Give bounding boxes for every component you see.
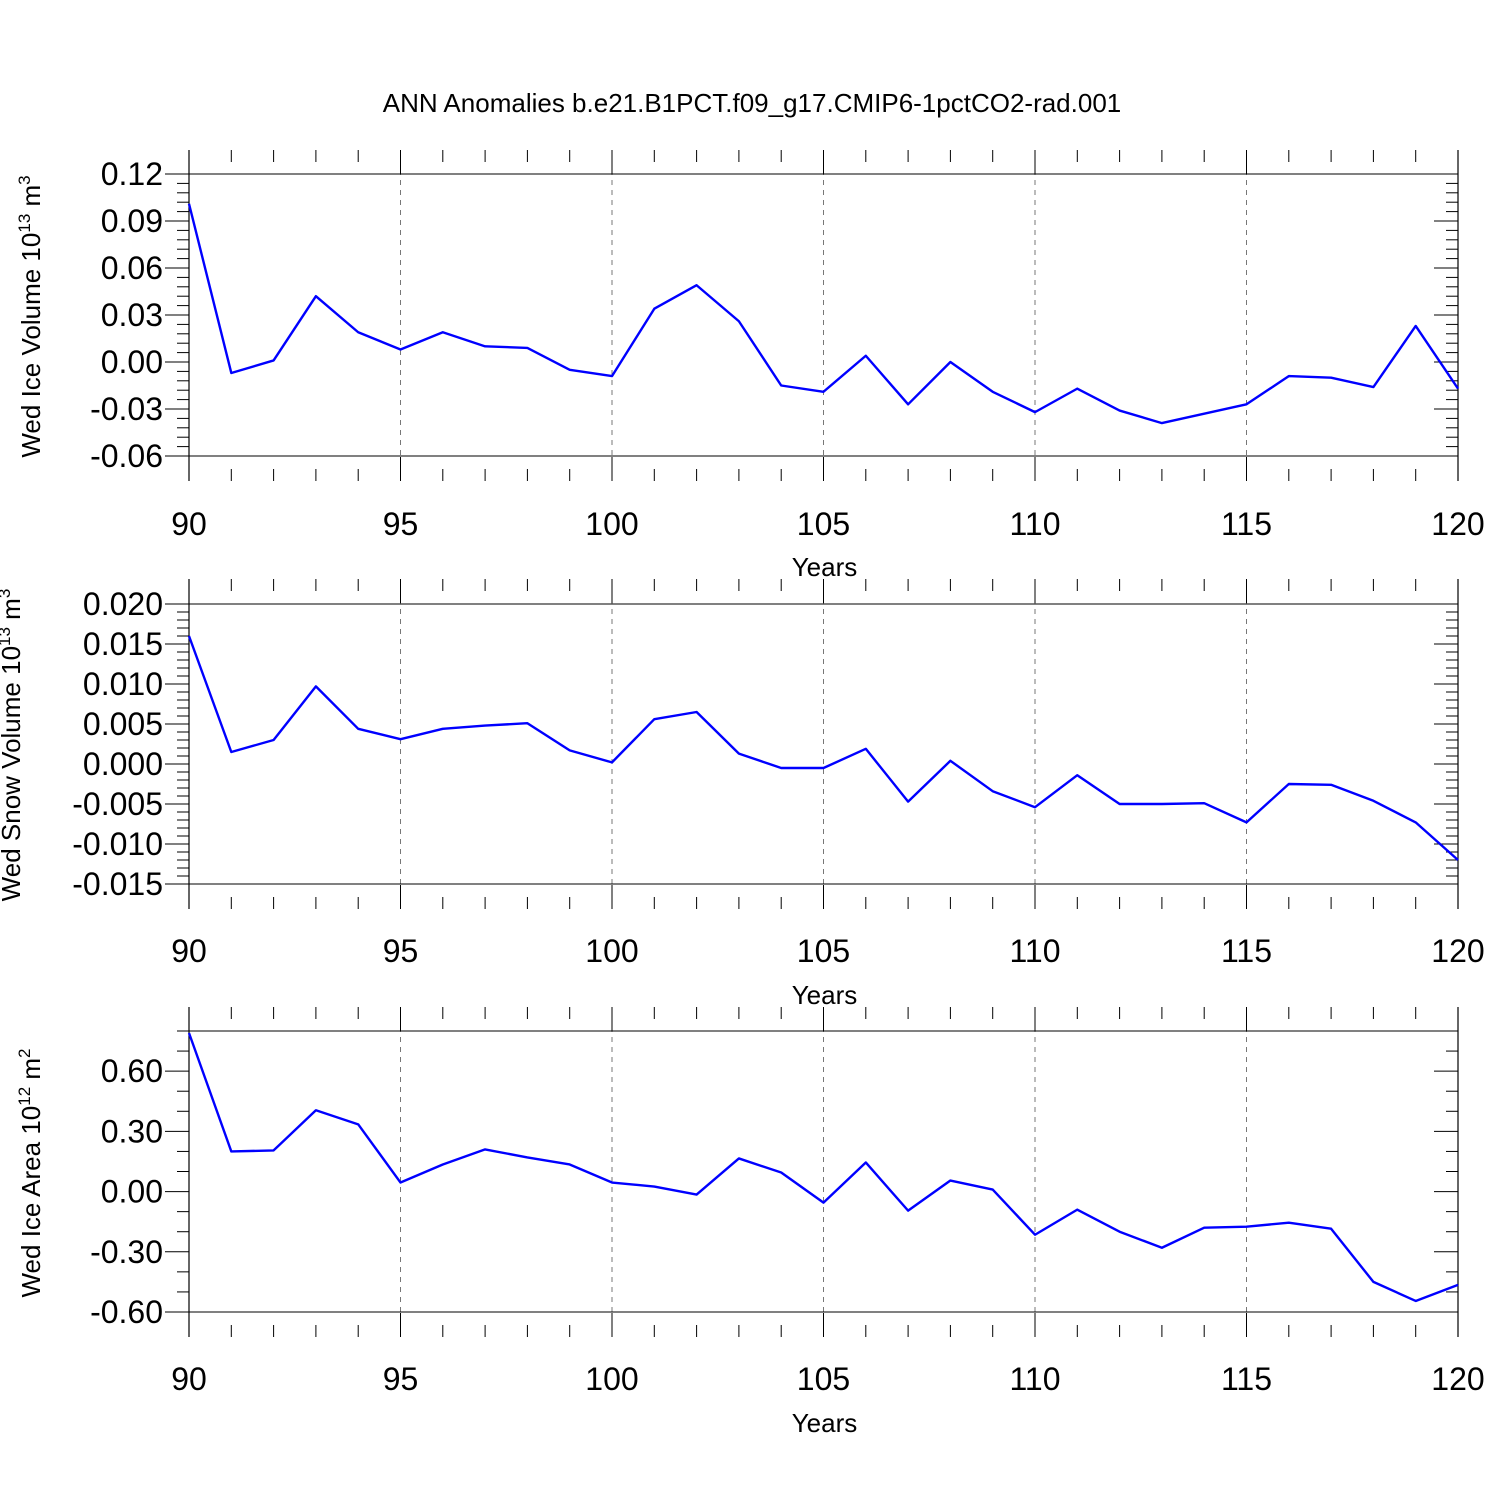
p2-ytick-label-4: 0.60 (101, 1053, 163, 1089)
p1-y-axis-label: Wed Snow Volume 1013 m3 (0, 589, 26, 902)
p1-ylabel-unit-exponent: 3 (0, 589, 14, 598)
p0-ytick-label-4: 0.06 (101, 250, 163, 286)
figure-title: ANN Anomalies b.e21.B1PCT.f09_g17.CMIP6-… (383, 88, 1122, 118)
p1-ytick-label-0: -0.015 (72, 866, 163, 902)
p2-ytick-label-2: 0.00 (101, 1174, 163, 1210)
p1-xtick-label-6: 120 (1431, 933, 1484, 969)
p0-ylabel-base: Wed Ice Volume 10 (16, 233, 46, 458)
p0-x-axis-label: Years (792, 552, 858, 582)
p2-x-axis-label: Years (792, 1408, 858, 1438)
p0-series-line-0 (187, 203, 1459, 425)
p0-ytick-label-0: -0.06 (90, 438, 163, 474)
p1-xtick-label-1: 95 (383, 933, 419, 969)
p2-xtick-label-5: 115 (1221, 1361, 1272, 1397)
p2-xtick-label-2: 100 (585, 1361, 638, 1397)
p1-ytick-label-3: 0.000 (83, 746, 163, 782)
p2-xtick-label-4: 110 (1009, 1361, 1060, 1397)
p1-ytick-label-5: 0.010 (83, 666, 163, 702)
p1-ylabel-unit: m (0, 598, 26, 627)
p2-ylabel-unit: m (16, 1058, 46, 1087)
p1-ytick-label-7: 0.020 (83, 586, 163, 622)
p1-ytick-label-2: -0.005 (72, 786, 163, 822)
p0-y-axis-label: Wed Ice Volume 1013 m3 (15, 175, 46, 457)
p0-xtick-label-6: 120 (1431, 506, 1484, 542)
p2-ylabel-unit-exponent: 2 (15, 1048, 34, 1057)
p1-xtick-label-0: 90 (171, 933, 207, 969)
p1-xtick-label-2: 100 (585, 933, 638, 969)
p2-ylabel-exponent: 12 (15, 1087, 34, 1106)
p1-ytick-label-6: 0.015 (83, 626, 163, 662)
p0-ytick-label-2: 0.00 (101, 344, 163, 380)
p0-xtick-label-5: 115 (1221, 506, 1272, 542)
p2-xtick-label-3: 105 (797, 1361, 850, 1397)
p2-y-axis-label: Wed Ice Area 1012 m2 (15, 1048, 46, 1297)
p1-ytick-label-4: 0.005 (83, 706, 163, 742)
p1-xtick-label-4: 110 (1009, 933, 1060, 969)
panel-ice-area: -0.60 -0.30 0.00 0.30 0.60 90 95 100 105 110 115 12… (15, 1007, 1485, 1438)
p0-xtick-label-2: 100 (585, 506, 638, 542)
panel-ice-volume: -0.06 -0.03 0.00 0.03 0.06 0.09 0.12 90 95 100 105… (15, 150, 1485, 582)
p0-xtick-label-4: 110 (1009, 506, 1060, 542)
p0-ytick-label-3: 0.03 (101, 297, 163, 333)
p0-xtick-label-1: 95 (383, 506, 419, 542)
p1-xtick-label-5: 115 (1221, 933, 1272, 969)
p2-xtick-label-1: 95 (383, 1361, 419, 1397)
p2-ylabel-base: Wed Ice Area 10 (16, 1106, 46, 1298)
p0-ytick-label-5: 0.09 (101, 203, 163, 239)
p1-x-axis-label: Years (792, 980, 858, 1010)
p0-xtick-label-0: 90 (171, 506, 207, 542)
p0-ylabel-unit: m (16, 185, 46, 214)
p0-ytick-label-1: -0.03 (90, 391, 163, 427)
p0-xtick-label-3: 105 (797, 506, 850, 542)
p2-xtick-label-0: 90 (171, 1361, 207, 1397)
p2-ytick-label-0: -0.60 (90, 1294, 163, 1330)
p1-ytick-label-1: -0.010 (72, 826, 163, 862)
p0-ylabel-exponent: 13 (15, 214, 34, 233)
p1-ylabel-base: Wed Snow Volume 10 (0, 646, 26, 901)
p0-ylabel-unit-exponent: 3 (15, 175, 34, 184)
p2-xtick-label-6: 120 (1431, 1361, 1484, 1397)
p2-series-line-0 (187, 1032, 1459, 1303)
panel-snow-volume: -0.015 -0.010 -0.005 0.000 0.005 0.010 0.015 0.… (0, 579, 1485, 1010)
p0-ytick-label-6: 0.12 (101, 156, 163, 192)
p2-ytick-label-3: 0.30 (101, 1113, 163, 1149)
p1-ylabel-exponent: 13 (0, 627, 14, 646)
p1-xtick-label-3: 105 (797, 933, 850, 969)
p2-ytick-label-1: -0.30 (90, 1234, 163, 1270)
p1-series-line-0 (187, 635, 1459, 861)
